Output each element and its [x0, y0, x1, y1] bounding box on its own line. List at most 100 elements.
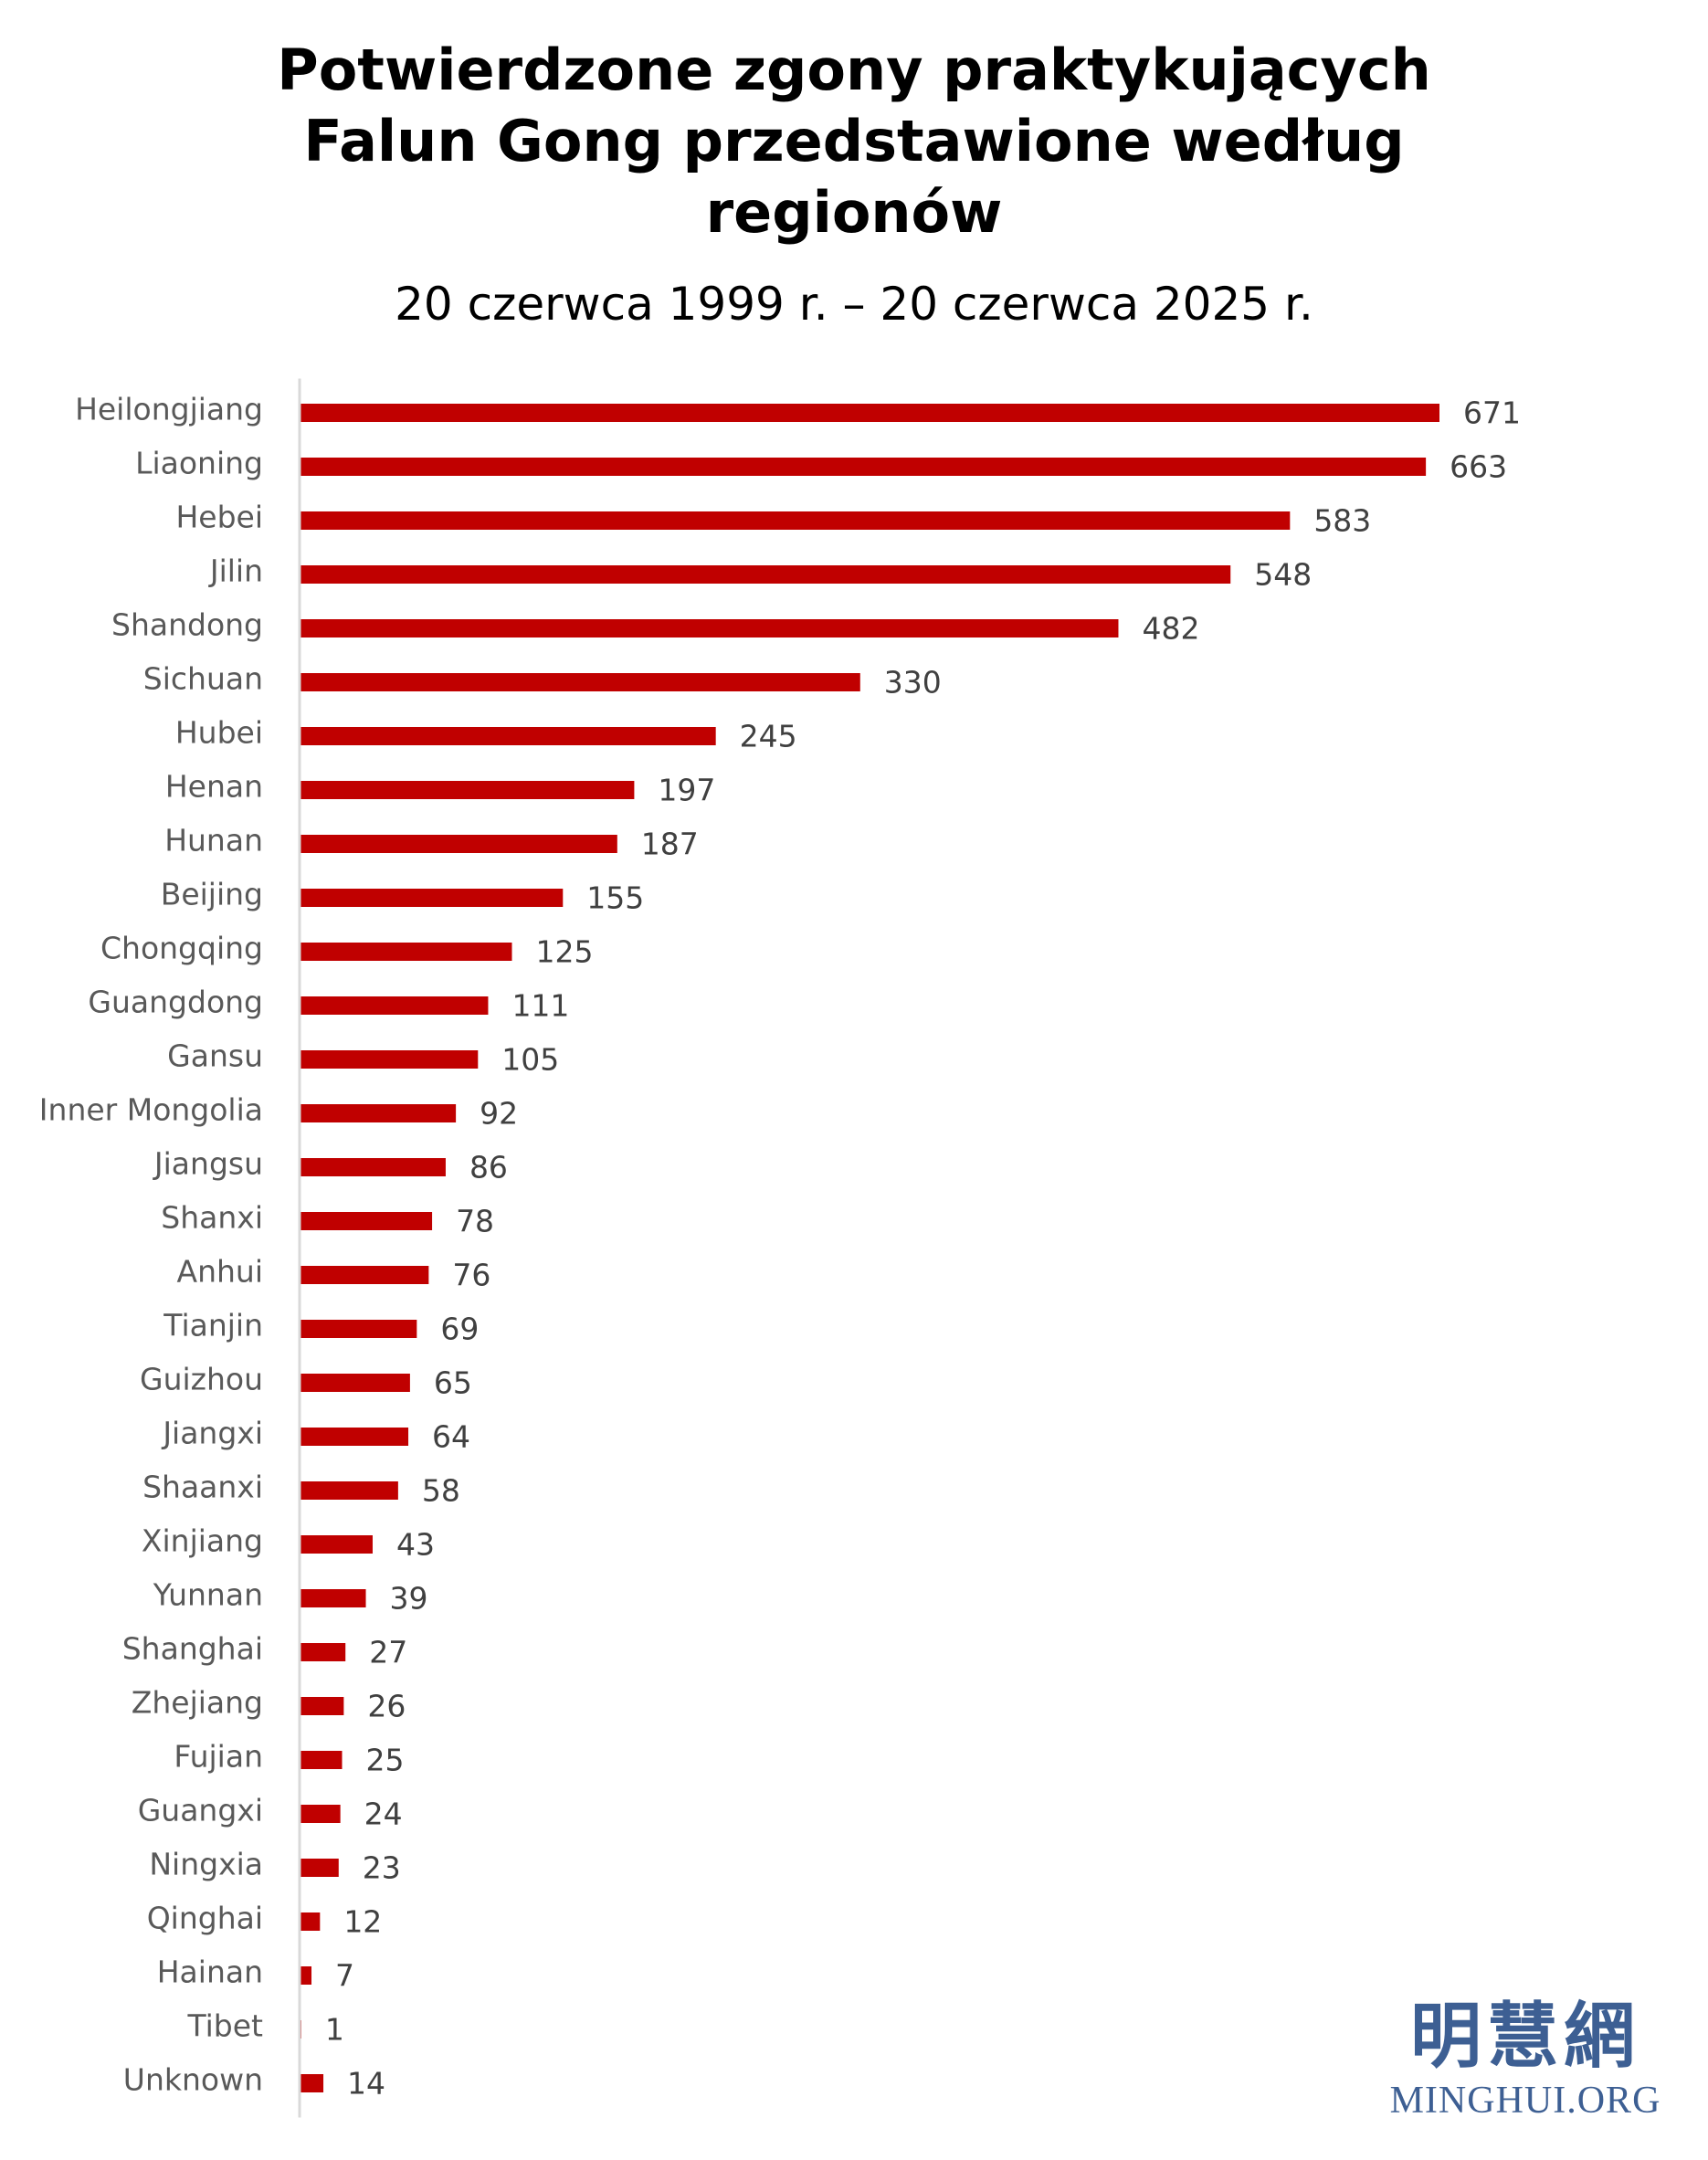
category-label: Sichuan: [143, 661, 263, 697]
category-labels-group: Heilongjiang Liaoning Hebei Jilin Shandong Si…: [39, 392, 263, 2098]
category-label: Shaanxi: [142, 1470, 263, 1505]
value-label: 245: [740, 719, 797, 754]
bar-jilin: [300, 565, 1231, 584]
value-label: 39: [390, 1581, 428, 1617]
category-label: Unknown: [123, 2062, 263, 2098]
bar-hunan: [300, 835, 617, 853]
value-label: 187: [641, 827, 699, 862]
value-label: 1: [325, 2012, 344, 2048]
value-label: 76: [452, 1258, 490, 1293]
value-label: 125: [535, 934, 593, 970]
category-label: Hainan: [157, 1955, 263, 1990]
value-label: 330: [884, 665, 942, 701]
value-label: 583: [1313, 503, 1371, 539]
value-label: 7: [335, 1958, 354, 1994]
category-label: Shandong: [111, 607, 263, 643]
value-label: 58: [422, 1473, 460, 1509]
bars-group: [300, 404, 1439, 2092]
bar-beijing: [300, 889, 564, 907]
value-label: 197: [658, 773, 715, 808]
bar-unknown: [300, 2074, 324, 2092]
bar-guizhou: [300, 1374, 410, 1392]
category-label: Jilin: [208, 553, 263, 589]
category-label: Ningxia: [149, 1847, 263, 1882]
category-label: Yunnan: [153, 1577, 263, 1613]
value-label: 64: [432, 1419, 470, 1455]
bar-zhejiang: [300, 1697, 344, 1715]
category-label: Guangdong: [88, 985, 263, 1020]
category-label: Beijing: [161, 877, 263, 912]
value-label: 12: [343, 1904, 382, 1940]
category-label: Zhejiang: [132, 1685, 263, 1721]
category-label: Jiangxi: [161, 1416, 263, 1451]
value-label: 14: [347, 2066, 385, 2102]
bar-hainan: [300, 1966, 312, 1985]
bar-chongqing: [300, 943, 512, 961]
value-label: 105: [501, 1042, 559, 1078]
value-label: 111: [511, 988, 569, 1024]
value-label: 663: [1450, 449, 1507, 485]
bar-xinjiang: [300, 1535, 373, 1554]
category-label: Heilongjiang: [75, 392, 263, 427]
category-label: Hubei: [175, 715, 263, 751]
chart-title-line: Potwierdzone zgony praktykujących: [277, 37, 1431, 103]
logo-site-text: MINGHUI.ORG: [1389, 2080, 1661, 2122]
value-label: 78: [456, 1204, 494, 1239]
category-label: Shanxi: [161, 1200, 263, 1236]
value-labels-group: 6716635835484823302451971871551251111059…: [325, 395, 1521, 2102]
bar-qinghai: [300, 1912, 321, 1931]
value-label: 92: [480, 1096, 518, 1132]
bar-heilongjiang: [300, 404, 1439, 422]
bar-henan: [300, 781, 635, 799]
chart-title-line: regionów: [705, 179, 1003, 246]
value-label: 65: [434, 1365, 472, 1401]
category-label: Tibet: [187, 2008, 264, 2044]
category-label: Henan: [165, 769, 263, 805]
value-label: 27: [369, 1635, 407, 1670]
bar-anhui: [300, 1266, 429, 1284]
value-label: 26: [367, 1689, 406, 1724]
category-label: Liaoning: [135, 446, 263, 481]
logo-cjk-text: 明慧網: [1409, 1995, 1640, 2078]
value-label: 671: [1463, 395, 1521, 431]
bar-shaanxi: [300, 1481, 398, 1500]
category-label: Shanghai: [122, 1631, 263, 1667]
value-label: 24: [364, 1796, 403, 1832]
chart-title: Potwierdzone zgony praktykujących Falun …: [0, 35, 1708, 248]
bar-guangxi: [300, 1805, 341, 1823]
bar-fujian: [300, 1751, 343, 1769]
value-label: 548: [1254, 557, 1312, 593]
category-label: Anhui: [177, 1254, 264, 1290]
bar-shandong: [300, 619, 1119, 637]
value-label: 23: [363, 1850, 401, 1886]
bar-gansu: [300, 1050, 479, 1069]
category-label: Guangxi: [138, 1793, 263, 1828]
category-label: Hunan: [164, 823, 263, 859]
category-label: Gansu: [167, 1038, 263, 1074]
category-label: Inner Mongolia: [39, 1092, 263, 1128]
bar-shanxi: [300, 1212, 433, 1230]
category-label: Chongqing: [100, 931, 263, 966]
category-label: Guizhou: [140, 1362, 263, 1397]
value-label: 155: [586, 880, 644, 916]
bar-tianjin: [300, 1320, 417, 1338]
chart-subtitle: 20 czerwca 1999 r. – 20 czerwca 2025 r.: [395, 278, 1313, 331]
category-label: Tianjin: [163, 1308, 263, 1343]
bar-liaoning: [300, 458, 1427, 476]
value-label: 25: [365, 1743, 404, 1778]
bar-inner-mongolia: [300, 1104, 457, 1122]
bar-jiangxi: [300, 1428, 409, 1446]
category-label: Jiangsu: [153, 1146, 263, 1182]
value-label: 69: [440, 1312, 479, 1347]
minghui-logo: 明慧網 MINGHUI.ORG: [1370, 1996, 1681, 2123]
bar-shanghai: [300, 1643, 346, 1661]
category-label: Qinghai: [147, 1901, 263, 1936]
value-label: 43: [396, 1527, 435, 1563]
category-label: Fujian: [174, 1739, 263, 1775]
bar-sichuan: [300, 673, 860, 691]
value-label: 86: [469, 1150, 508, 1185]
value-label: 482: [1142, 611, 1199, 647]
category-label: Xinjiang: [142, 1523, 263, 1559]
bar-hebei: [300, 511, 1291, 530]
